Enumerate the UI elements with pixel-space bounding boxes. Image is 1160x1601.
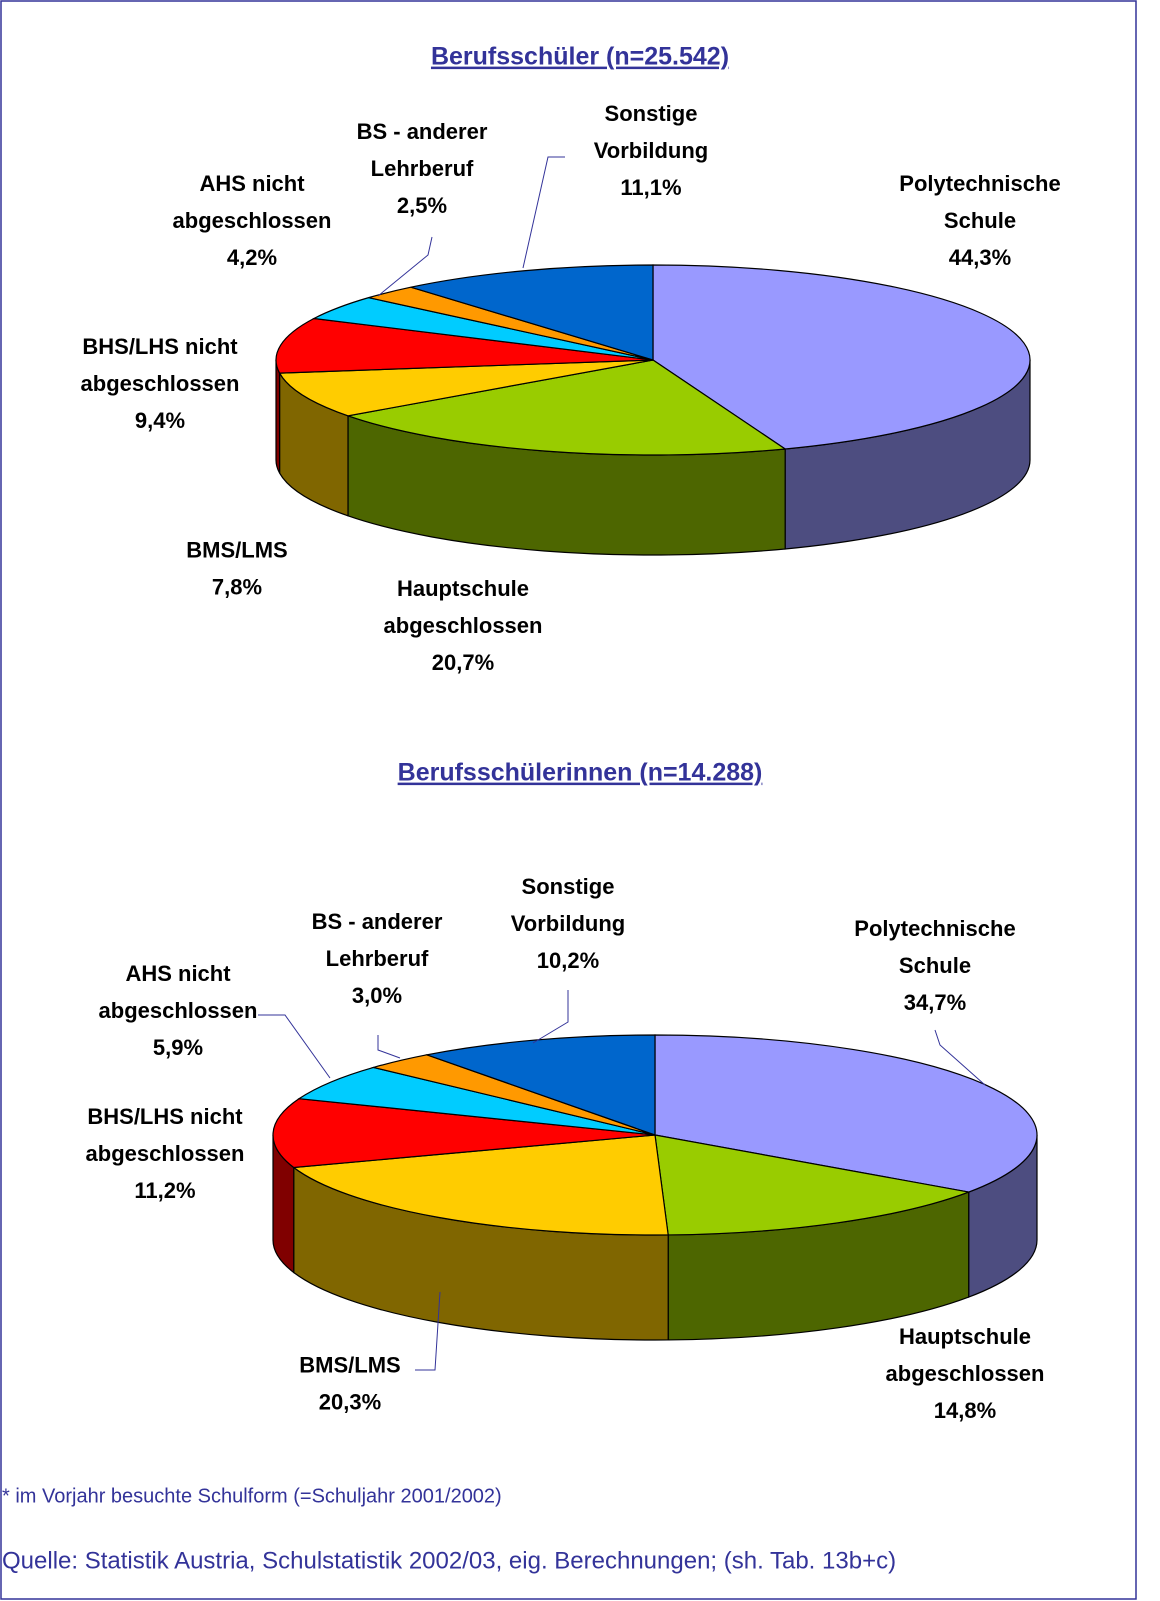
leaders: [258, 156, 986, 1371]
slice-label: Hauptschule abgeschlossen: [886, 1324, 1045, 1386]
slice-label: Sonstige Vorbildung: [594, 101, 708, 163]
pie-slice: [654, 1034, 1038, 1193]
slice-label: BHS/LHS nicht abgeschlossen: [86, 1104, 245, 1166]
value-label: 14,8%: [934, 1398, 996, 1423]
slice-label-line: Hauptschule: [899, 1324, 1031, 1349]
value-label: 4,2%: [227, 245, 277, 270]
slice-label-line: Vorbildung: [511, 911, 625, 936]
pie-slice: [654, 1134, 971, 1236]
slice-label-line: Polytechnische: [899, 171, 1060, 196]
pie-slice: [652, 264, 1031, 450]
slice-label-line: abgeschlossen: [99, 998, 258, 1023]
source: Quelle: Statistik Austria, Schulstatisti…: [2, 1547, 896, 1574]
slice-label: BHS/LHS nicht abgeschlossen: [81, 334, 240, 396]
value-label: 3,0%: [352, 983, 402, 1008]
pie-slice: [292, 1134, 669, 1236]
slice-label-line: Schule: [899, 953, 971, 978]
slice-label: BMS/LMS: [299, 1352, 400, 1377]
frame: [0, 0, 1137, 1600]
slice-label: Sonstige Vorbildung: [511, 874, 625, 936]
value-label: 20,7%: [432, 650, 494, 675]
value-label: 7,8%: [212, 574, 262, 599]
pie-slice: [410, 264, 654, 361]
leader-line: [415, 1291, 441, 1371]
slice-label: Polytechnische Schule: [899, 171, 1060, 233]
slice-label: BS - anderer Lehrberuf: [357, 119, 488, 181]
slice-label-line: Hauptschule: [397, 576, 529, 601]
slice-label: Hauptschule abgeschlossen: [384, 576, 543, 638]
slice-label-line: abgeschlossen: [86, 1141, 245, 1166]
slice-label: BMS/LMS: [186, 537, 287, 562]
pie-slice: [275, 317, 654, 374]
value-label: 11,2%: [134, 1178, 195, 1203]
pie-slice: [345, 359, 787, 456]
slice-label-line: BHS/LHS nicht: [82, 334, 238, 359]
slice-label-line: AHS nicht: [199, 171, 305, 196]
slice-label-line: Sonstige: [522, 874, 615, 899]
leader-line: [522, 156, 565, 269]
slice-label: AHS nicht abgeschlossen: [173, 171, 332, 233]
pie-slice: [297, 1066, 656, 1136]
slice-label-line: BS - anderer: [357, 119, 488, 144]
leader-line: [532, 990, 569, 1044]
value-label: 5,9%: [153, 1035, 203, 1060]
slice-label-line: abgeschlossen: [173, 208, 332, 233]
slice-label-line: Lehrberuf: [371, 156, 474, 181]
slice-label-line: Sonstige: [605, 101, 698, 126]
pie-side: [275, 359, 281, 474]
slice-label-line: Lehrberuf: [326, 946, 429, 971]
value-label: 20,3%: [319, 1389, 381, 1414]
pie: [275, 264, 1031, 556]
leader-line: [377, 236, 433, 297]
leader-line: [377, 1035, 401, 1059]
leader-line: [934, 1029, 986, 1086]
slice-label: BS - anderer Lehrberuf: [312, 909, 443, 971]
slice-label-line: AHS nicht: [125, 961, 231, 986]
value-label: 10,2%: [537, 948, 599, 973]
pie-slice: [278, 359, 654, 417]
slice-label-line: abgeschlossen: [81, 371, 240, 396]
slice-label-line: BS - anderer: [312, 909, 443, 934]
pie-slice: [424, 1034, 656, 1136]
pie: [272, 1034, 1038, 1341]
chart-title: Berufsschüler (n=25.542): [431, 43, 729, 71]
slice-label-line: abgeschlossen: [886, 1361, 1045, 1386]
slice-label-line: BMS/LMS: [299, 1352, 400, 1377]
slice-label-line: BMS/LMS: [186, 537, 287, 562]
chart-title: Berufsschülerinnen (n=14.288): [398, 759, 763, 787]
slice-label-line: Polytechnische: [854, 916, 1015, 941]
slice-label: Polytechnische Schule: [854, 916, 1015, 978]
value-label: 2,5%: [397, 193, 447, 218]
pie-slice: [272, 1098, 656, 1169]
value-label: 9,4%: [135, 408, 185, 433]
value-label: 11,1%: [620, 175, 681, 200]
leader-line: [258, 1014, 331, 1079]
footnote: * im Vorjahr besuchte Schulform (=Schulj…: [2, 1485, 502, 1507]
value-label: 34,7%: [904, 990, 966, 1015]
slice-label-line: Schule: [944, 208, 1016, 233]
slice-label: AHS nicht abgeschlossen: [99, 961, 258, 1023]
slice-label-line: abgeschlossen: [384, 613, 543, 638]
slice-label-line: BHS/LHS nicht: [87, 1104, 243, 1129]
slice-label-line: Vorbildung: [594, 138, 708, 163]
value-label: 44,3%: [949, 245, 1011, 270]
